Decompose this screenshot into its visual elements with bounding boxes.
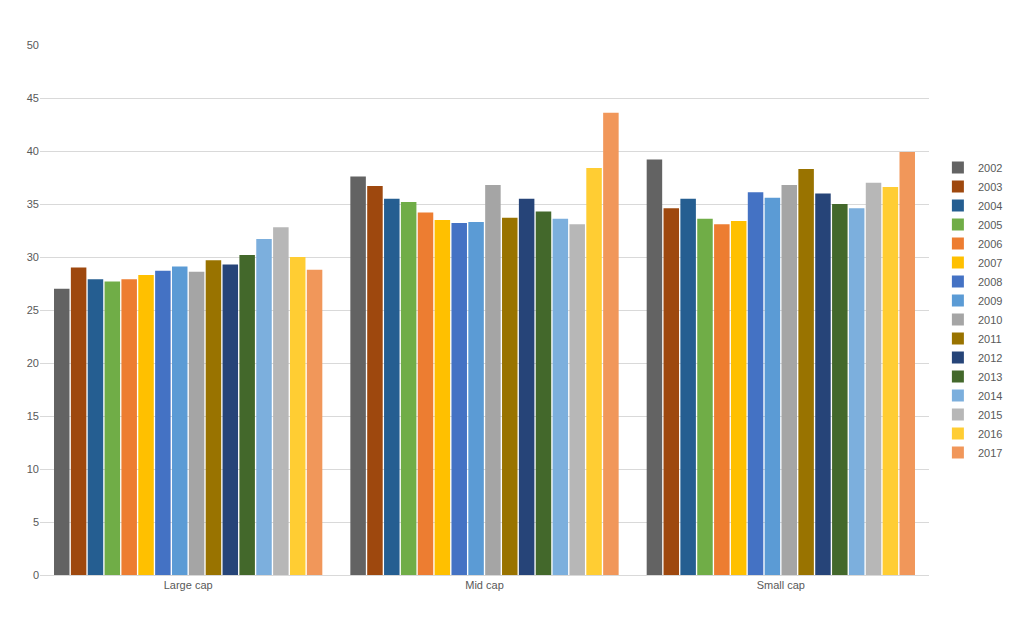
- svg-text:2011: 2011: [978, 333, 1002, 345]
- svg-text:2005: 2005: [978, 219, 1002, 231]
- svg-text:30: 30: [27, 251, 39, 263]
- svg-text:15: 15: [27, 410, 39, 422]
- svg-text:Mid cap: Mid cap: [465, 579, 504, 591]
- svg-text:5: 5: [33, 516, 39, 528]
- svg-text:Small cap: Small cap: [757, 579, 805, 591]
- svg-text:2006: 2006: [978, 238, 1002, 250]
- svg-text:10: 10: [27, 463, 39, 475]
- svg-text:Large cap: Large cap: [164, 579, 213, 591]
- svg-text:2010: 2010: [978, 314, 1002, 326]
- svg-text:2012: 2012: [978, 352, 1002, 364]
- svg-text:50: 50: [27, 39, 39, 51]
- svg-text:2004: 2004: [978, 200, 1002, 212]
- svg-text:45: 45: [27, 92, 39, 104]
- svg-text:40: 40: [27, 145, 39, 157]
- svg-text:2016: 2016: [978, 428, 1002, 440]
- svg-text:2014: 2014: [978, 390, 1002, 402]
- svg-text:2008: 2008: [978, 276, 1002, 288]
- svg-text:2017: 2017: [978, 447, 1002, 459]
- svg-text:0: 0: [33, 569, 39, 581]
- svg-text:25: 25: [27, 304, 39, 316]
- svg-text:2003: 2003: [978, 181, 1002, 193]
- svg-text:2013: 2013: [978, 371, 1002, 383]
- svg-text:20: 20: [27, 357, 39, 369]
- svg-text:35: 35: [27, 198, 39, 210]
- svg-text:2002: 2002: [978, 162, 1002, 174]
- svg-text:2007: 2007: [978, 257, 1002, 269]
- svg-text:2009: 2009: [978, 295, 1002, 307]
- svg-text:2015: 2015: [978, 409, 1002, 421]
